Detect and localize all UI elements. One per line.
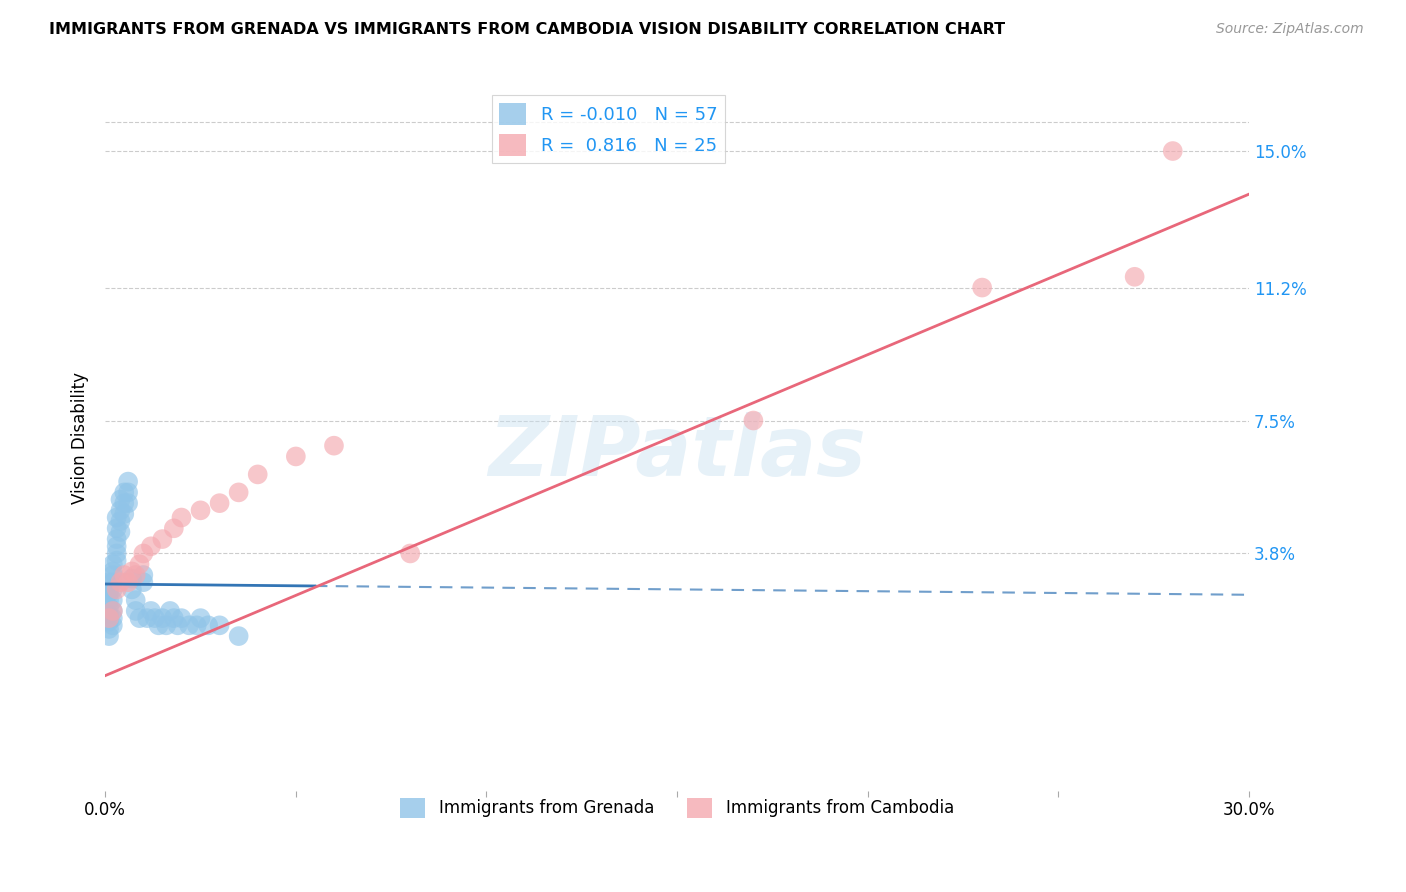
- Point: [170, 510, 193, 524]
- Point: [110, 492, 132, 507]
- Point: [105, 521, 128, 535]
- Point: [1123, 269, 1146, 284]
- Point: [143, 611, 166, 625]
- Point: [98, 629, 121, 643]
- Point: [101, 604, 124, 618]
- Point: [101, 565, 124, 579]
- Point: [112, 568, 135, 582]
- Point: [139, 604, 162, 618]
- Point: [98, 593, 121, 607]
- Text: IMMIGRANTS FROM GRENADA VS IMMIGRANTS FROM CAMBODIA VISION DISABILITY CORRELATIO: IMMIGRANTS FROM GRENADA VS IMMIGRANTS FR…: [49, 22, 1005, 37]
- Point: [101, 604, 124, 618]
- Point: [166, 618, 188, 632]
- Point: [101, 558, 124, 572]
- Point: [101, 611, 124, 625]
- Point: [399, 546, 422, 560]
- Text: ZIPatlas: ZIPatlas: [488, 412, 866, 493]
- Point: [117, 496, 139, 510]
- Point: [125, 568, 148, 582]
- Point: [110, 503, 132, 517]
- Point: [1161, 144, 1184, 158]
- Point: [163, 611, 186, 625]
- Point: [208, 618, 231, 632]
- Legend: Immigrants from Grenada, Immigrants from Cambodia: Immigrants from Grenada, Immigrants from…: [394, 791, 960, 824]
- Point: [197, 618, 219, 632]
- Point: [121, 582, 143, 597]
- Point: [98, 611, 121, 625]
- Point: [105, 582, 128, 597]
- Point: [101, 618, 124, 632]
- Point: [132, 575, 155, 590]
- Point: [186, 618, 208, 632]
- Point: [110, 524, 132, 539]
- Point: [170, 611, 193, 625]
- Point: [98, 575, 121, 590]
- Point: [152, 611, 174, 625]
- Point: [98, 615, 121, 629]
- Point: [208, 496, 231, 510]
- Point: [228, 629, 250, 643]
- Point: [190, 611, 212, 625]
- Point: [110, 514, 132, 528]
- Point: [148, 618, 170, 632]
- Point: [101, 582, 124, 597]
- Point: [98, 586, 121, 600]
- Point: [228, 485, 250, 500]
- Y-axis label: Vision Disability: Vision Disability: [72, 373, 89, 505]
- Point: [190, 503, 212, 517]
- Point: [139, 539, 162, 553]
- Point: [110, 575, 132, 590]
- Point: [155, 618, 177, 632]
- Point: [323, 439, 346, 453]
- Point: [159, 604, 181, 618]
- Point: [101, 593, 124, 607]
- Point: [105, 539, 128, 553]
- Point: [101, 575, 124, 590]
- Point: [132, 568, 155, 582]
- Point: [152, 532, 174, 546]
- Point: [98, 607, 121, 622]
- Point: [117, 575, 139, 590]
- Point: [128, 611, 150, 625]
- Point: [105, 554, 128, 568]
- Point: [112, 496, 135, 510]
- Point: [163, 521, 186, 535]
- Point: [284, 450, 307, 464]
- Point: [101, 568, 124, 582]
- Point: [98, 622, 121, 636]
- Point: [121, 572, 143, 586]
- Point: [98, 582, 121, 597]
- Point: [132, 546, 155, 560]
- Point: [112, 507, 135, 521]
- Point: [136, 611, 159, 625]
- Point: [117, 485, 139, 500]
- Point: [125, 593, 148, 607]
- Point: [128, 558, 150, 572]
- Point: [105, 546, 128, 560]
- Text: Source: ZipAtlas.com: Source: ZipAtlas.com: [1216, 22, 1364, 37]
- Point: [972, 280, 994, 294]
- Point: [246, 467, 269, 482]
- Point: [125, 604, 148, 618]
- Point: [742, 413, 765, 427]
- Point: [98, 600, 121, 615]
- Point: [117, 475, 139, 489]
- Point: [177, 618, 200, 632]
- Point: [105, 510, 128, 524]
- Point: [105, 532, 128, 546]
- Point: [112, 485, 135, 500]
- Point: [121, 565, 143, 579]
